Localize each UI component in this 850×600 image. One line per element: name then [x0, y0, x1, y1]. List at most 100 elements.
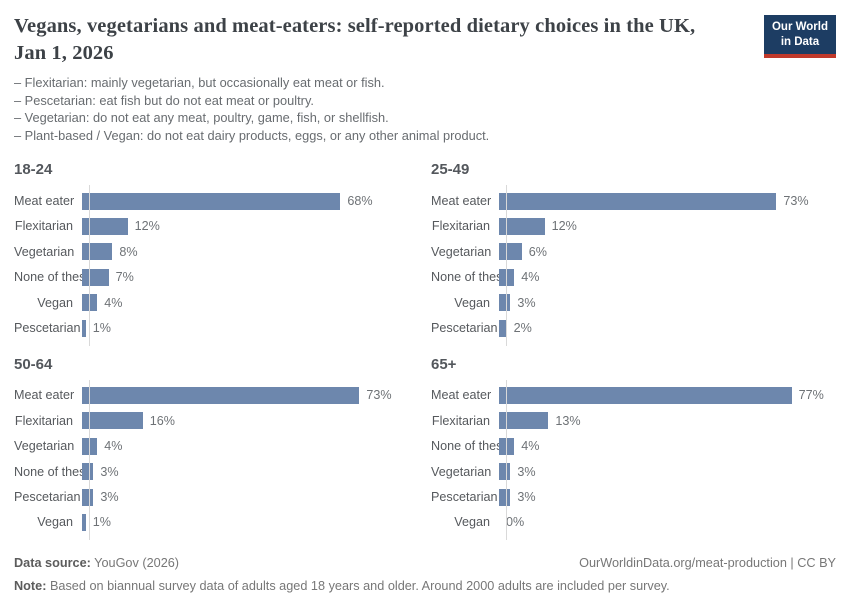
category-label: None of these	[14, 464, 93, 479]
bar-row: None of these 3%	[14, 459, 419, 484]
category-label: Meat eater	[14, 194, 75, 209]
category-label: Meat eater	[431, 194, 492, 209]
data-source-label: Data source:	[14, 556, 91, 571]
bar	[499, 294, 511, 312]
category-label: None of these	[14, 270, 93, 285]
category-label: Pescetarian	[14, 490, 81, 504]
bar-row: Meat eater 73%	[431, 188, 836, 213]
category-label: Pescetarian	[14, 321, 81, 336]
value-label: 2%	[513, 321, 532, 336]
category-label: Pescetarian	[431, 490, 498, 504]
value-label: 3%	[100, 464, 119, 479]
owid-logo-line1: Our World	[771, 21, 828, 33]
value-label: 3%	[517, 490, 536, 504]
chart-panel-50-64: 50-64 Meat eater 73% Flexitarian 16% Vegetari…	[14, 356, 419, 541]
category-label: Meat eater	[431, 388, 492, 403]
bar	[82, 268, 109, 286]
y-axis-line	[506, 185, 507, 346]
category-label: Pescetarian	[431, 321, 498, 336]
value-label: 73%	[366, 388, 392, 403]
category-label: Vegetarian	[14, 244, 75, 259]
bar-row: Flexitarian 12%	[431, 214, 836, 239]
subtitle-line-vegan: – Plant-based / Vegan: do not eat dairy …	[14, 127, 490, 143]
value-label: 0%	[506, 515, 525, 530]
bar-row: Meat eater 77%	[431, 383, 836, 408]
category-label: Flexitarian	[14, 219, 73, 234]
bar	[499, 463, 511, 481]
bar	[499, 217, 545, 235]
chart-panel-18-24: 18-24 Meat eater 68% Flexitarian 12% Vegetari…	[14, 161, 419, 346]
value-label: 3%	[100, 490, 119, 504]
category-label: Vegan	[37, 515, 73, 530]
footer-note: Note: Based on biannual survey data of a…	[14, 577, 836, 595]
y-axis-line	[506, 379, 507, 541]
value-label: 8%	[119, 244, 138, 259]
chart-panel-65+: 65+ Meat eater 77% Flexitarian 13% None of th…	[431, 355, 836, 541]
panel-plot: Meat eater 77% Flexitarian 13% None of these…	[431, 379, 836, 541]
bar-row: Flexitarian 16%	[14, 408, 419, 433]
value-label: 1%	[92, 321, 111, 336]
data-source: Data source: YouGov (2026)	[14, 554, 179, 572]
value-label: 4%	[521, 270, 540, 285]
value-label: 3%	[517, 295, 536, 310]
category-label: None of these	[431, 270, 510, 285]
footer: Data source: YouGov (2026) OurWorldinDat…	[14, 554, 836, 595]
bar-row: Pescetarian 3%	[14, 484, 419, 509]
panel-plot: Meat eater 68% Flexitarian 12% Vegetarian 8% N…	[14, 185, 419, 346]
subtitle-line-flexitarian: – Flexitarian: mainly vegetarian, but oc…	[14, 75, 385, 91]
footer-source-row: Data source: YouGov (2026) OurWorldinDat…	[14, 554, 836, 572]
category-label: Vegan	[454, 295, 490, 310]
bar	[82, 319, 86, 337]
bar	[82, 513, 86, 531]
citation-link[interactable]: OurWorldinData.org/meat-production | CC …	[579, 556, 836, 571]
value-label: 7%	[115, 270, 134, 285]
category-label: Vegetarian	[431, 464, 492, 479]
bar	[82, 386, 360, 404]
bar	[499, 192, 777, 210]
subtitle-line-pescetarian: – Pescetarian: eat fish but do not eat m…	[14, 92, 314, 108]
panel-plot: Meat eater 73% Flexitarian 16% Vegetarian 4% N…	[14, 379, 419, 541]
chart-panel-25-49: 25-49 Meat eater 73% Flexitarian 12% Vegetari…	[431, 161, 836, 346]
owid-logo-line2: in Data	[780, 35, 820, 48]
bar-row: Vegan 1%	[14, 510, 419, 535]
bar-row: None of these 4%	[431, 434, 836, 459]
bar	[499, 412, 549, 430]
category-label: Meat eater	[14, 388, 75, 403]
bar	[82, 192, 341, 210]
bar-row: None of these 4%	[431, 265, 836, 290]
panel-plot: Meat eater 73% Flexitarian 12% Vegetarian 6% N…	[431, 185, 836, 346]
category-label: Flexitarian	[431, 413, 490, 428]
value-label: 4%	[104, 439, 123, 454]
y-axis-line	[89, 379, 90, 541]
charts-grid: 18-24 Meat eater 68% Flexitarian 12% Vegetari…	[14, 161, 836, 541]
bar	[82, 412, 143, 430]
panel-title: 18-24	[14, 161, 53, 179]
bar-row: Pescetarian 2%	[431, 315, 836, 340]
bar-row: Vegan 3%	[431, 290, 836, 315]
value-label: 68%	[347, 194, 373, 209]
value-label: 1%	[92, 515, 111, 530]
category-label: Vegetarian	[14, 439, 75, 454]
header: Vegans, vegetarians and meat-eaters: sel…	[14, 13, 836, 66]
note-value: Based on biannual survey data of adults …	[46, 578, 670, 593]
value-label: 3%	[517, 464, 536, 479]
value-label: 12%	[134, 219, 160, 234]
bar-row: Vegetarian 3%	[431, 459, 836, 484]
panel-title: 65+	[431, 355, 457, 373]
bar-row: Flexitarian 13%	[431, 408, 836, 433]
bar-row: Vegan 0%	[431, 510, 836, 535]
value-label: 4%	[521, 439, 540, 454]
bar-row: Pescetarian 1%	[14, 315, 419, 340]
bar-row: Meat eater 68%	[14, 188, 419, 213]
category-label: Vegan	[37, 295, 73, 310]
value-label: 73%	[783, 194, 809, 209]
owid-logo[interactable]: Our World in Data	[763, 15, 836, 58]
bar-row: None of these 7%	[14, 265, 419, 290]
value-label: 12%	[551, 219, 577, 234]
bar-row: Vegan 4%	[14, 290, 419, 315]
panel-title: 25-49	[431, 161, 470, 179]
page-title: Vegans, vegetarians and meat-eaters: sel…	[14, 15, 696, 64]
bar	[499, 488, 511, 506]
bar-row: Meat eater 73%	[14, 383, 419, 408]
